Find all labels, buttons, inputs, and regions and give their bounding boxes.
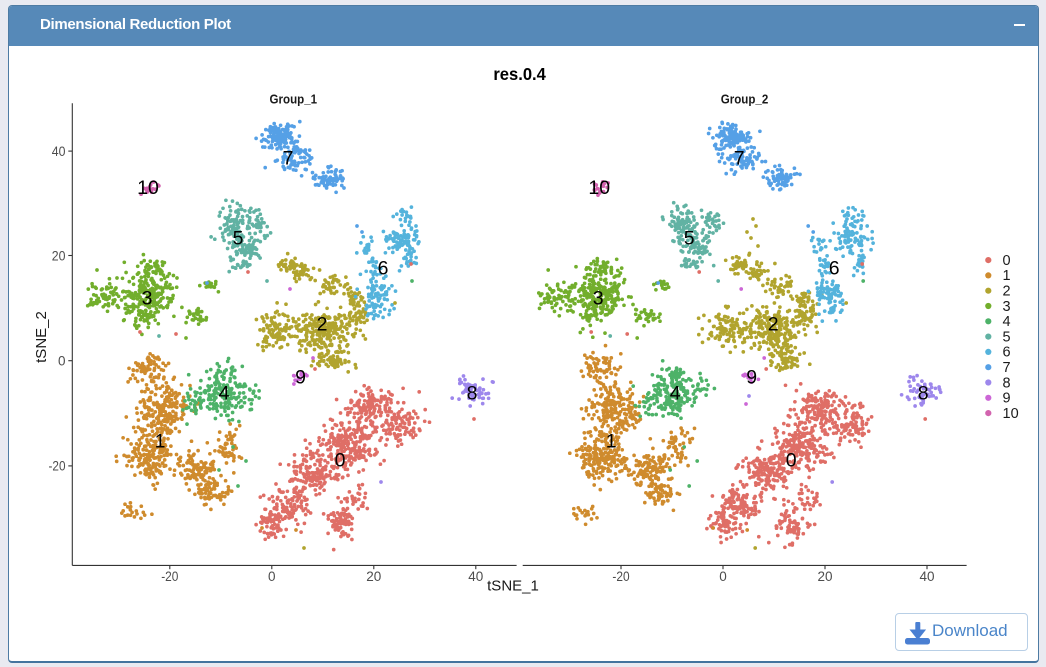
- svg-text:8: 8: [467, 382, 478, 404]
- svg-text:8: 8: [918, 382, 929, 404]
- svg-text:-20: -20: [49, 459, 66, 474]
- svg-text:1: 1: [155, 430, 166, 452]
- svg-text:4: 4: [670, 382, 681, 404]
- svg-text:9: 9: [746, 366, 757, 388]
- svg-text:0: 0: [719, 569, 727, 584]
- svg-text:4: 4: [219, 382, 230, 404]
- svg-text:6: 6: [378, 257, 389, 279]
- svg-text:-20: -20: [161, 569, 178, 584]
- svg-text:3: 3: [1003, 299, 1011, 315]
- svg-text:3: 3: [142, 287, 153, 309]
- svg-text:0: 0: [335, 449, 346, 471]
- svg-text:0: 0: [268, 569, 276, 584]
- svg-text:0: 0: [58, 354, 66, 369]
- svg-text:40: 40: [919, 569, 934, 584]
- svg-text:1: 1: [606, 430, 617, 452]
- svg-text:tSNE_2: tSNE_2: [33, 311, 50, 363]
- svg-text:4: 4: [1003, 314, 1011, 330]
- svg-text:10: 10: [137, 177, 159, 199]
- svg-text:40: 40: [52, 144, 66, 159]
- svg-text:20: 20: [52, 248, 66, 263]
- svg-text:7: 7: [283, 147, 294, 169]
- svg-text:10: 10: [588, 177, 610, 199]
- svg-text:6: 6: [829, 257, 840, 279]
- svg-text:6: 6: [1003, 345, 1011, 361]
- svg-text:9: 9: [1003, 391, 1011, 407]
- svg-text:Group_1: Group_1: [270, 93, 318, 107]
- svg-text:9: 9: [295, 366, 306, 388]
- svg-text:20: 20: [817, 569, 832, 584]
- svg-text:2: 2: [768, 313, 779, 335]
- svg-text:2: 2: [1003, 284, 1011, 300]
- svg-text:5: 5: [1003, 329, 1011, 345]
- svg-text:40: 40: [468, 569, 483, 584]
- svg-text:-20: -20: [612, 569, 629, 584]
- svg-text:0: 0: [786, 449, 797, 471]
- svg-text:10: 10: [1003, 406, 1019, 422]
- svg-text:3: 3: [593, 287, 604, 309]
- svg-text:8: 8: [1003, 375, 1011, 391]
- svg-text:0: 0: [1003, 253, 1011, 269]
- svg-text:5: 5: [684, 227, 695, 249]
- svg-text:20: 20: [366, 569, 381, 584]
- svg-text:1: 1: [1003, 268, 1011, 284]
- svg-text:5: 5: [233, 227, 244, 249]
- svg-text:2: 2: [317, 313, 328, 335]
- svg-text:tSNE_1: tSNE_1: [487, 578, 539, 595]
- svg-text:7: 7: [734, 147, 745, 169]
- svg-text:res.0.4: res.0.4: [493, 64, 546, 84]
- svg-text:Group_2: Group_2: [721, 93, 769, 107]
- svg-text:7: 7: [1003, 360, 1011, 376]
